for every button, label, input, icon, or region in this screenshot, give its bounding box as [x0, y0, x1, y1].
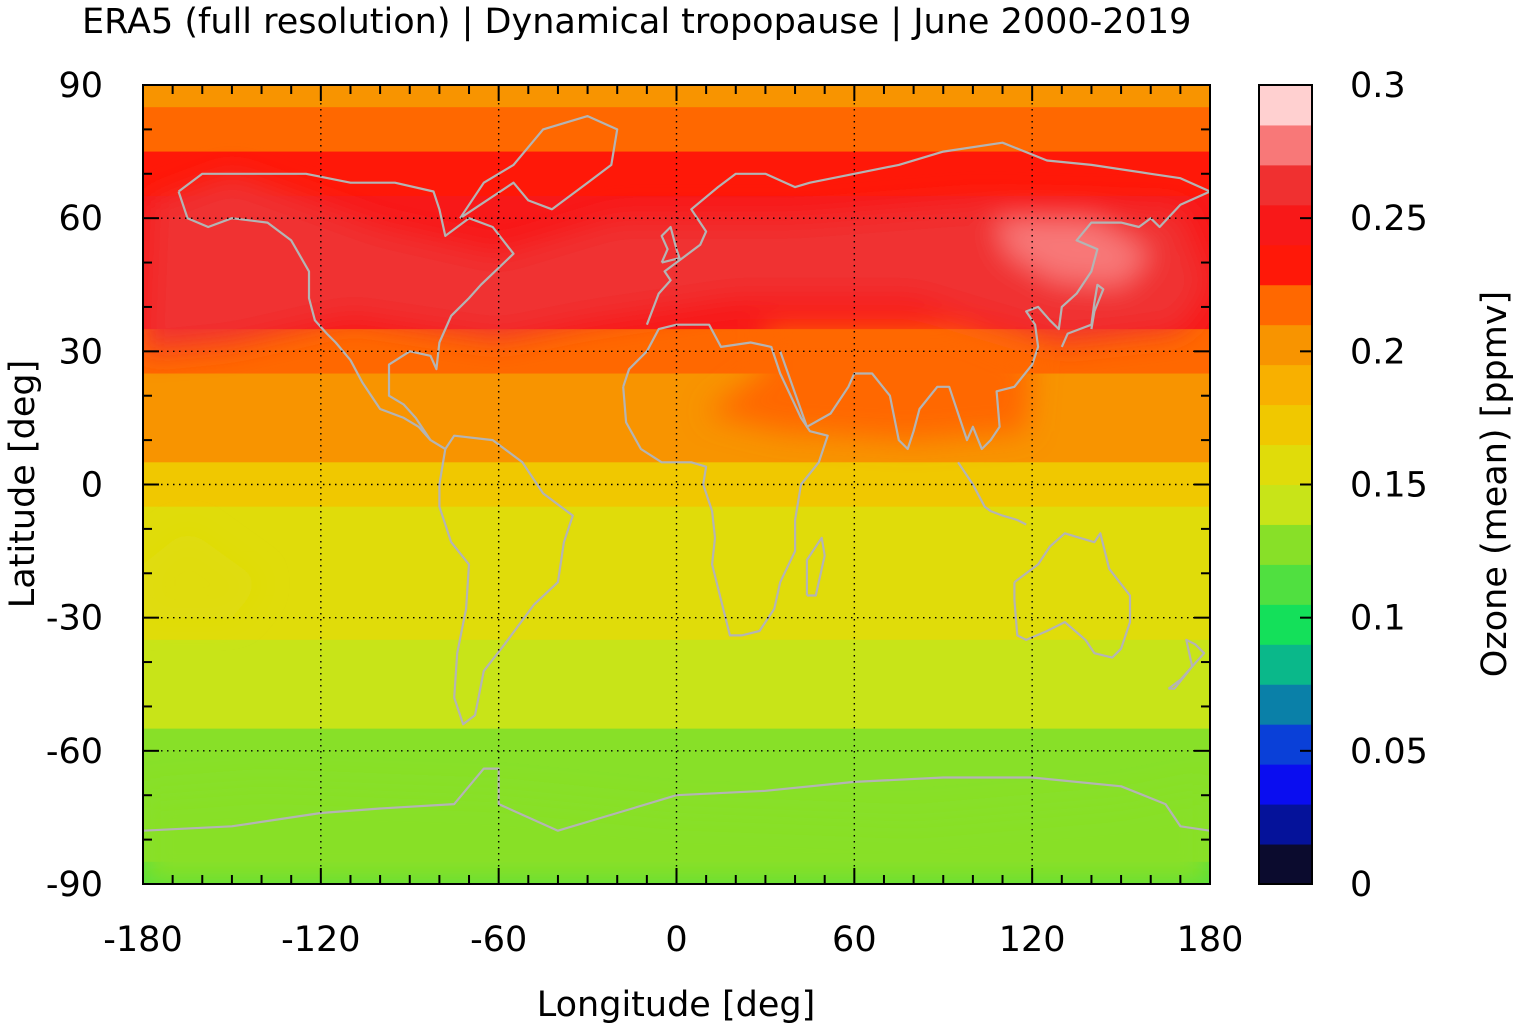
colorbar-swatch — [1259, 244, 1312, 286]
ozone-band — [143, 551, 1210, 597]
ozone-feature — [996, 218, 1151, 285]
chart-title: ERA5 (full resolution) | Dynamical tropo… — [82, 2, 1191, 42]
colorbar-swatch — [1259, 524, 1312, 565]
y-tick-label: 90 — [58, 66, 103, 106]
colorbar-swatch — [1259, 404, 1312, 446]
colorbar-swatch — [1259, 604, 1312, 645]
colorbar-swatch — [1259, 324, 1312, 366]
colorbar-swatch — [1259, 284, 1312, 326]
colorbar-swatch — [1259, 364, 1312, 406]
colorbar-tick-label: 0.2 — [1350, 332, 1406, 372]
colorbar-swatch — [1259, 484, 1312, 525]
coastline — [1013, 532, 1132, 659]
colorbar-tick-label: 0 — [1350, 865, 1372, 905]
y-tick-label: -90 — [46, 865, 103, 905]
x-tick-label: 60 — [832, 920, 877, 960]
plot-area — [142, 84, 1211, 885]
colorbar-swatches — [1259, 85, 1312, 885]
coastline — [1060, 283, 1105, 348]
coastlines — [143, 115, 1210, 832]
x-tick-label: -180 — [103, 920, 182, 960]
y-tick-label: 30 — [58, 332, 103, 372]
colorbar-swatch — [1259, 764, 1312, 805]
coastline — [177, 172, 515, 451]
coastline — [779, 190, 1210, 451]
x-tick-label: 120 — [999, 920, 1066, 960]
colorbar-swatch — [1259, 804, 1312, 845]
colorbar-swatch — [1259, 644, 1312, 685]
x-tick-label: 0 — [665, 920, 687, 960]
coastline — [1167, 638, 1206, 690]
grid-lines — [143, 85, 1210, 884]
y-tick-label: 60 — [58, 199, 103, 239]
x-axis-label: Longitude [deg] — [537, 985, 815, 1025]
coastline — [645, 141, 1210, 326]
colorbar-swatch — [1259, 564, 1312, 605]
ozone-band — [143, 151, 1210, 197]
x-tick-label: 180 — [1177, 920, 1244, 960]
x-tick-label: -120 — [281, 920, 360, 960]
coastline — [957, 461, 1027, 526]
colorbar-tick-label: 0.05 — [1350, 732, 1428, 772]
coastline — [459, 115, 619, 220]
coastline — [143, 767, 1210, 832]
y-tick-label: 0 — [81, 466, 103, 506]
coastline — [622, 323, 829, 637]
y-tick-label: -30 — [46, 599, 103, 639]
y-axis-label: Latitude [deg] — [3, 360, 43, 608]
coastline — [438, 434, 574, 726]
colorbar-tick-labels: 0 0.05 0.1 0.15 0.2 0.25 0.3 — [1300, 66, 1428, 905]
colorbar-label: Ozone (mean) [ppmv] — [1475, 291, 1515, 677]
colorbar-swatch — [1259, 844, 1312, 885]
ozone-feature — [706, 329, 1033, 441]
colorbar-swatch — [1259, 85, 1312, 126]
colorbar-swatch — [1259, 684, 1312, 725]
colorbar-swatch — [1259, 444, 1312, 485]
ozone-band — [143, 373, 1210, 419]
colorbar-tick-label: 0.15 — [1350, 466, 1428, 506]
colorbar-tick-label: 0.3 — [1350, 66, 1406, 106]
colorbar-tick-label: 0.25 — [1350, 199, 1428, 239]
plot-frame — [142, 84, 1211, 885]
colorbar-swatch — [1259, 124, 1312, 166]
y-tick-label: -60 — [46, 732, 103, 772]
coastline — [805, 536, 826, 597]
ozone-band — [143, 107, 1210, 153]
colorbar-tick-label: 0.1 — [1350, 599, 1406, 639]
x-tick-labels: -180 -120 -60 0 60 120 180 — [103, 920, 1243, 960]
colorbar: 0 0.05 0.1 0.15 0.2 0.25 0.3 — [1258, 66, 1428, 905]
x-tick-label: -60 — [470, 920, 527, 960]
colorbar-swatch — [1259, 164, 1312, 206]
colorbar-swatch — [1259, 204, 1312, 246]
coastline — [660, 225, 681, 264]
y-tick-labels: 90 60 30 0 -30 -60 -90 — [46, 66, 103, 905]
colorbar-swatch — [1259, 724, 1312, 765]
ozone-feature — [143, 528, 262, 618]
